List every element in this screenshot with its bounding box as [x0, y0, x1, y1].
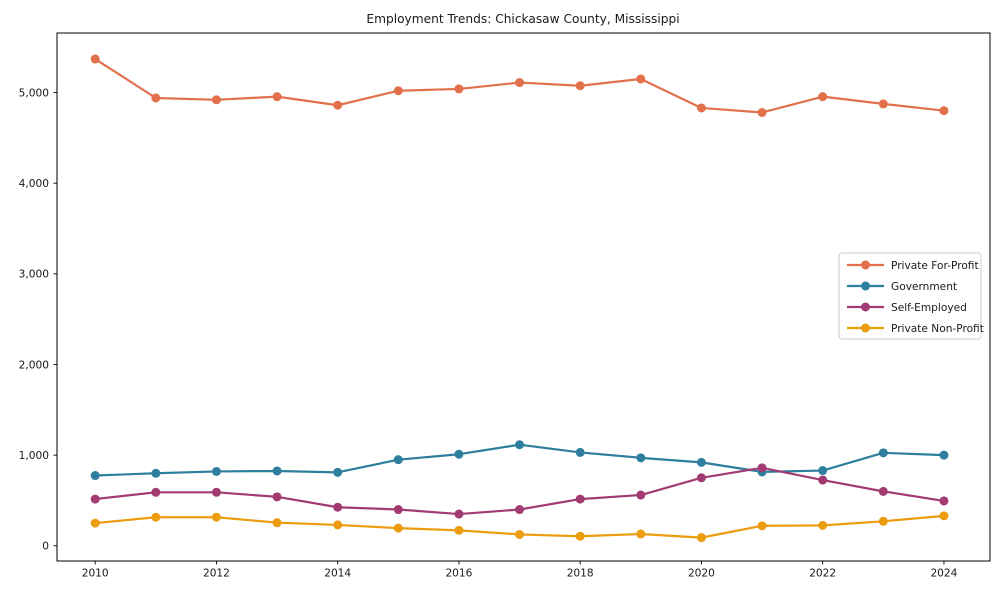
series-line-government	[94, 443, 946, 477]
y-tick-label: 2,000	[19, 359, 50, 371]
data-point-private-for-profit	[151, 93, 161, 103]
data-point-government	[151, 468, 161, 478]
data-point-private-non-profit	[939, 511, 949, 521]
legend-swatch-marker	[861, 302, 870, 312]
data-point-private-for-profit	[636, 74, 646, 84]
data-point-self-employed	[939, 496, 949, 506]
data-point-self-employed	[757, 463, 767, 473]
plot-frame	[56, 32, 991, 562]
data-point-self-employed	[393, 505, 403, 515]
data-point-self-employed	[515, 505, 525, 515]
data-point-private-for-profit	[757, 107, 767, 117]
data-point-private-non-profit	[454, 525, 464, 535]
x-tick-label: 2014	[324, 568, 351, 580]
data-point-private-non-profit	[757, 521, 767, 531]
legend-swatch-marker	[861, 260, 870, 270]
x-tick-label: 2016	[445, 568, 472, 580]
data-point-private-for-profit	[211, 95, 221, 105]
data-point-self-employed	[333, 502, 343, 512]
legend-swatch-marker	[861, 281, 870, 291]
data-point-private-for-profit	[878, 99, 888, 109]
data-point-private-for-profit	[818, 92, 828, 102]
x-tick-label: 2022	[809, 568, 836, 580]
data-point-private-for-profit	[575, 81, 585, 91]
chart-title: Employment Trends: Chickasaw County, Mis…	[366, 12, 679, 26]
data-point-private-non-profit	[818, 520, 828, 530]
data-point-self-employed	[211, 487, 221, 497]
data-point-government	[515, 440, 525, 450]
series-private-non-profit	[90, 511, 949, 543]
legend-label: Government	[891, 281, 957, 293]
data-point-government	[211, 466, 221, 476]
data-point-private-for-profit	[454, 84, 464, 94]
data-point-private-for-profit	[939, 106, 949, 116]
legend-label: Self-Employed	[891, 302, 967, 314]
data-point-private-non-profit	[575, 531, 585, 541]
data-point-private-non-profit	[515, 529, 525, 539]
x-tick-label: 2012	[203, 568, 230, 580]
legend-item-government: Government	[847, 281, 957, 293]
legend-item-private-for-profit: Private For-Profit	[847, 260, 979, 272]
x-tick-label: 2020	[688, 568, 715, 580]
data-point-private-non-profit	[211, 512, 221, 522]
data-point-private-non-profit	[333, 520, 343, 530]
data-point-private-non-profit	[878, 516, 888, 526]
data-point-self-employed	[151, 487, 161, 497]
legend-label: Private Non-Profit	[891, 323, 984, 335]
data-point-private-non-profit	[393, 523, 403, 533]
series-government	[90, 440, 949, 481]
data-point-private-for-profit	[515, 78, 525, 88]
data-point-government	[696, 457, 706, 467]
data-point-private-for-profit	[393, 86, 403, 96]
data-point-private-non-profit	[90, 518, 100, 528]
y-tick-label: 5,000	[19, 87, 50, 99]
data-point-private-for-profit	[90, 54, 100, 64]
x-tick-label: 2024	[930, 568, 957, 580]
data-point-private-non-profit	[151, 512, 161, 522]
axes: 2010 2012 2014 2016 2018 2020 2022 2024 0 1,000 2,…	[19, 32, 991, 580]
data-point-government	[272, 466, 282, 476]
legend: Private For-Profit Government Self-Employe…	[838, 252, 984, 340]
legend-label: Private For-Profit	[891, 260, 979, 272]
legend-item-self-employed: Self-Employed	[847, 302, 967, 314]
x-tick-label: 2018	[567, 568, 594, 580]
series-self-employed	[90, 463, 949, 519]
data-point-government	[939, 450, 949, 460]
legend-box	[838, 252, 982, 340]
series-group	[90, 54, 949, 543]
data-point-private-non-profit	[696, 533, 706, 543]
data-point-self-employed	[818, 475, 828, 485]
data-point-government	[818, 466, 828, 476]
data-point-private-for-profit	[696, 103, 706, 113]
data-point-government	[90, 471, 100, 481]
y-tick-label: 0	[42, 541, 49, 553]
data-point-private-non-profit	[272, 518, 282, 528]
data-point-private-non-profit	[636, 529, 646, 539]
data-point-private-for-profit	[333, 100, 343, 110]
data-point-government	[636, 453, 646, 463]
data-point-government	[333, 467, 343, 477]
data-point-government	[454, 449, 464, 459]
legend-item-private-non-profit: Private Non-Profit	[847, 323, 984, 335]
legend-swatch-marker	[861, 323, 870, 333]
data-point-self-employed	[90, 494, 100, 504]
x-tick-label: 2010	[82, 568, 109, 580]
y-tick-label: 4,000	[19, 178, 50, 190]
data-point-self-employed	[878, 486, 888, 496]
data-point-government	[393, 455, 403, 465]
data-point-self-employed	[575, 494, 585, 504]
series-private-for-profit	[90, 54, 949, 117]
data-point-government	[878, 448, 888, 458]
data-point-government	[575, 447, 585, 457]
data-point-self-employed	[696, 473, 706, 483]
data-point-private-for-profit	[272, 92, 282, 102]
data-point-self-employed	[454, 509, 464, 519]
data-point-self-employed	[636, 490, 646, 500]
y-tick-label: 1,000	[19, 450, 50, 462]
y-tick-label: 3,000	[19, 269, 50, 281]
data-point-self-employed	[272, 492, 282, 502]
